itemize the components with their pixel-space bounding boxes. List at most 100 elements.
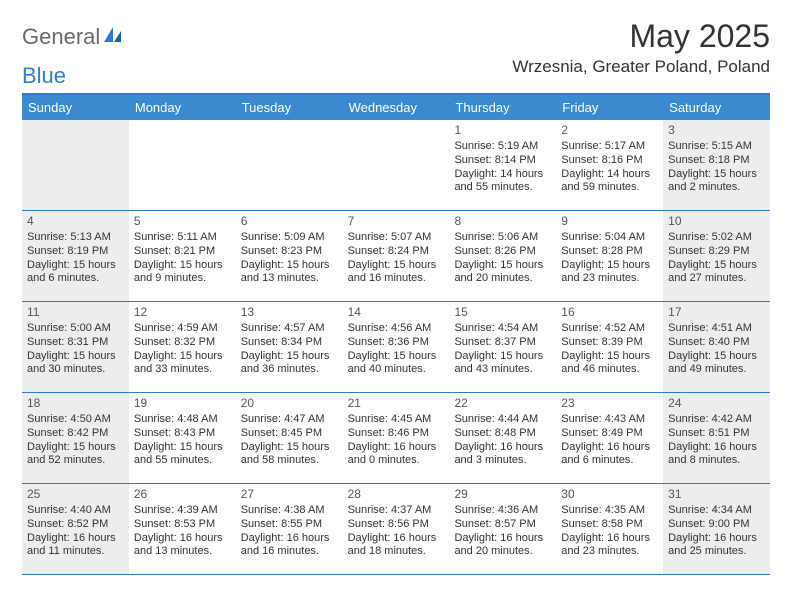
day-cell: 4Sunrise: 5:13 AMSunset: 8:19 PMDaylight… [22,211,129,301]
daylight-text: Daylight: 15 hours and 13 minutes. [241,259,338,287]
day-number: 26 [134,487,231,502]
sunset-text: Sunset: 8:51 PM [668,427,765,441]
day-number: 12 [134,305,231,320]
daylight-text: Daylight: 15 hours and 16 minutes. [348,259,445,287]
sunrise-text: Sunrise: 4:50 AM [27,413,124,427]
day-number: 23 [561,396,658,411]
sunset-text: Sunset: 8:26 PM [454,245,551,259]
daylight-text: Daylight: 16 hours and 8 minutes. [668,441,765,469]
day-cell: 25Sunrise: 4:40 AMSunset: 8:52 PMDayligh… [22,484,129,574]
day-cell: 5Sunrise: 5:11 AMSunset: 8:21 PMDaylight… [129,211,236,301]
day-number: 10 [668,214,765,229]
day-number: 7 [348,214,445,229]
daylight-text: Daylight: 15 hours and 49 minutes. [668,350,765,378]
day-cell: 8Sunrise: 5:06 AMSunset: 8:26 PMDaylight… [449,211,556,301]
daylight-text: Daylight: 16 hours and 0 minutes. [348,441,445,469]
day-cell: 15Sunrise: 4:54 AMSunset: 8:37 PMDayligh… [449,302,556,392]
day-cell: 27Sunrise: 4:38 AMSunset: 8:55 PMDayligh… [236,484,343,574]
daylight-text: Daylight: 15 hours and 30 minutes. [27,350,124,378]
day-cell [129,120,236,210]
sunset-text: Sunset: 8:32 PM [134,336,231,350]
day-number: 15 [454,305,551,320]
sunset-text: Sunset: 8:49 PM [561,427,658,441]
sunset-text: Sunset: 8:52 PM [27,518,124,532]
weekday-friday: Friday [556,95,663,120]
day-cell: 18Sunrise: 4:50 AMSunset: 8:42 PMDayligh… [22,393,129,483]
day-number: 27 [241,487,338,502]
day-number: 24 [668,396,765,411]
day-cell [22,120,129,210]
week-row: 4Sunrise: 5:13 AMSunset: 8:19 PMDaylight… [22,211,770,302]
week-row: 1Sunrise: 5:19 AMSunset: 8:14 PMDaylight… [22,120,770,211]
sunset-text: Sunset: 8:31 PM [27,336,124,350]
day-number: 31 [668,487,765,502]
day-cell: 13Sunrise: 4:57 AMSunset: 8:34 PMDayligh… [236,302,343,392]
day-cell: 11Sunrise: 5:00 AMSunset: 8:31 PMDayligh… [22,302,129,392]
sunset-text: Sunset: 8:39 PM [561,336,658,350]
sunset-text: Sunset: 8:37 PM [454,336,551,350]
sunrise-text: Sunrise: 4:39 AM [134,504,231,518]
sunrise-text: Sunrise: 5:04 AM [561,231,658,245]
day-number: 20 [241,396,338,411]
daylight-text: Daylight: 15 hours and 58 minutes. [241,441,338,469]
daylight-text: Daylight: 15 hours and 36 minutes. [241,350,338,378]
day-cell: 28Sunrise: 4:37 AMSunset: 8:56 PMDayligh… [343,484,450,574]
daylight-text: Daylight: 15 hours and 40 minutes. [348,350,445,378]
weekday-monday: Monday [129,95,236,120]
week-row: 25Sunrise: 4:40 AMSunset: 8:52 PMDayligh… [22,484,770,575]
day-number: 9 [561,214,658,229]
day-number: 6 [241,214,338,229]
day-cell [236,120,343,210]
daylight-text: Daylight: 15 hours and 33 minutes. [134,350,231,378]
daylight-text: Daylight: 15 hours and 20 minutes. [454,259,551,287]
day-cell [343,120,450,210]
daylight-text: Daylight: 16 hours and 23 minutes. [561,532,658,560]
sunrise-text: Sunrise: 5:00 AM [27,322,124,336]
sunset-text: Sunset: 8:45 PM [241,427,338,441]
sunset-text: Sunset: 8:40 PM [668,336,765,350]
day-cell: 17Sunrise: 4:51 AMSunset: 8:40 PMDayligh… [663,302,770,392]
calendar-page: General May 2025 Wrzesnia, Greater Polan… [0,0,792,575]
day-cell: 20Sunrise: 4:47 AMSunset: 8:45 PMDayligh… [236,393,343,483]
daylight-text: Daylight: 15 hours and 46 minutes. [561,350,658,378]
sunset-text: Sunset: 8:58 PM [561,518,658,532]
day-number: 3 [668,123,765,138]
daylight-text: Daylight: 16 hours and 11 minutes. [27,532,124,560]
day-number: 8 [454,214,551,229]
logo-text-blue: Blue [22,63,66,88]
sunrise-text: Sunrise: 4:54 AM [454,322,551,336]
daylight-text: Daylight: 16 hours and 25 minutes. [668,532,765,560]
sunrise-text: Sunrise: 5:02 AM [668,231,765,245]
sunrise-text: Sunrise: 4:52 AM [561,322,658,336]
sunrise-text: Sunrise: 5:11 AM [134,231,231,245]
sunset-text: Sunset: 8:34 PM [241,336,338,350]
day-number: 30 [561,487,658,502]
day-number: 16 [561,305,658,320]
week-row: 11Sunrise: 5:00 AMSunset: 8:31 PMDayligh… [22,302,770,393]
week-row: 18Sunrise: 4:50 AMSunset: 8:42 PMDayligh… [22,393,770,484]
sunset-text: Sunset: 8:16 PM [561,154,658,168]
sunrise-text: Sunrise: 4:43 AM [561,413,658,427]
sunrise-text: Sunrise: 4:51 AM [668,322,765,336]
sunrise-text: Sunrise: 5:19 AM [454,140,551,154]
sunset-text: Sunset: 8:23 PM [241,245,338,259]
logo-sail-icon [102,25,124,50]
sunset-text: Sunset: 8:14 PM [454,154,551,168]
day-cell: 22Sunrise: 4:44 AMSunset: 8:48 PMDayligh… [449,393,556,483]
daylight-text: Daylight: 16 hours and 20 minutes. [454,532,551,560]
sunset-text: Sunset: 8:57 PM [454,518,551,532]
day-number: 28 [348,487,445,502]
sunset-text: Sunset: 8:24 PM [348,245,445,259]
sunset-text: Sunset: 8:48 PM [454,427,551,441]
sunrise-text: Sunrise: 4:35 AM [561,504,658,518]
daylight-text: Daylight: 16 hours and 13 minutes. [134,532,231,560]
day-cell: 19Sunrise: 4:48 AMSunset: 8:43 PMDayligh… [129,393,236,483]
daylight-text: Daylight: 16 hours and 16 minutes. [241,532,338,560]
sunrise-text: Sunrise: 5:09 AM [241,231,338,245]
weekday-tuesday: Tuesday [236,95,343,120]
day-cell: 14Sunrise: 4:56 AMSunset: 8:36 PMDayligh… [343,302,450,392]
day-cell: 6 Sunrise: 5:09 AMSunset: 8:23 PMDaylight… [236,211,343,301]
sunset-text: Sunset: 8:36 PM [348,336,445,350]
sunrise-text: Sunrise: 5:15 AM [668,140,765,154]
daylight-text: Daylight: 15 hours and 23 minutes. [561,259,658,287]
